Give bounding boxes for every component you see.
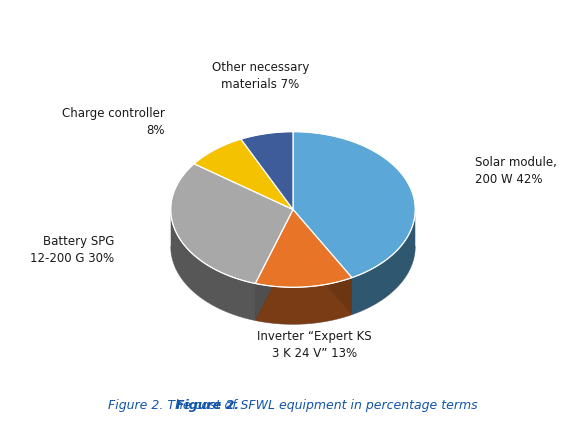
Text: Other necessary
materials 7%: Other necessary materials 7% <box>212 61 309 91</box>
Polygon shape <box>293 210 352 315</box>
Polygon shape <box>255 210 293 320</box>
Polygon shape <box>255 278 352 324</box>
Polygon shape <box>241 132 293 210</box>
Text: Inverter “Expert KS
3 K 24 V” 13%: Inverter “Expert KS 3 K 24 V” 13% <box>257 330 372 360</box>
Polygon shape <box>255 210 352 287</box>
Polygon shape <box>255 210 293 320</box>
Polygon shape <box>171 210 255 320</box>
Polygon shape <box>194 139 293 210</box>
Text: Solar module,
200 W 42%: Solar module, 200 W 42% <box>475 156 556 186</box>
Text: Battery SPG
12-200 G 30%: Battery SPG 12-200 G 30% <box>30 235 114 265</box>
Text: Charge controller
8%: Charge controller 8% <box>62 107 165 136</box>
Polygon shape <box>293 210 352 315</box>
Text: Figure 2.: Figure 2. <box>176 399 239 411</box>
Text: Figure 2. The cost of SFWL equipment in percentage terms: Figure 2. The cost of SFWL equipment in … <box>108 399 478 411</box>
Polygon shape <box>171 164 293 283</box>
Polygon shape <box>293 132 415 278</box>
Polygon shape <box>352 210 415 315</box>
